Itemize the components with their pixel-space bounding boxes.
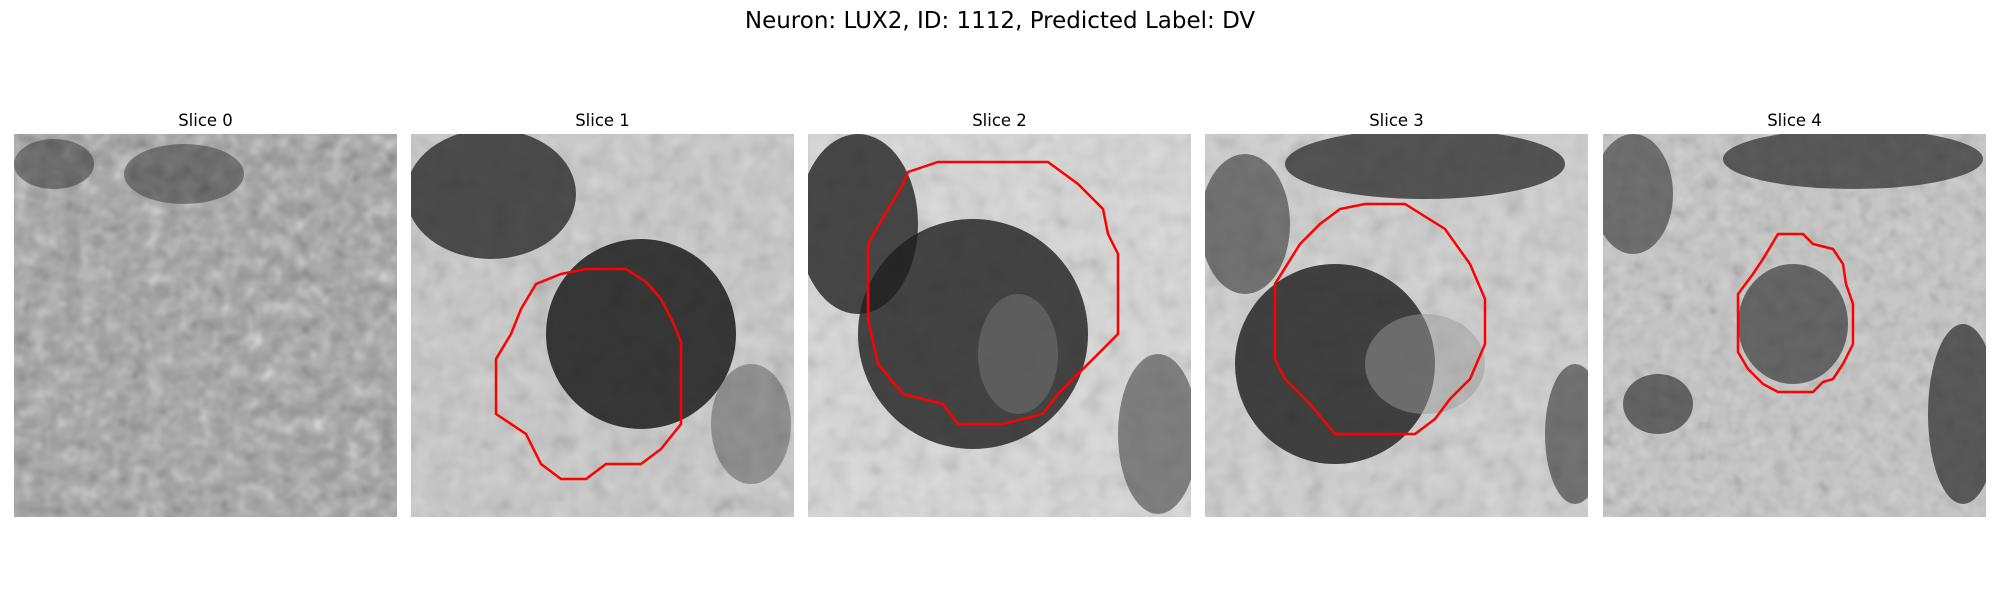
slice-1-texture bbox=[411, 134, 794, 517]
slice-title: Slice 2 bbox=[972, 111, 1027, 130]
slice-title: Slice 3 bbox=[1369, 111, 1424, 130]
slice-panel-4: Slice 4 bbox=[1603, 108, 1986, 517]
slice-title: Slice 4 bbox=[1767, 111, 1822, 130]
contour bbox=[1273, 202, 1487, 436]
slice-title: Slice 0 bbox=[178, 111, 233, 130]
slice-panel-2: Slice 2 bbox=[808, 108, 1191, 517]
slice-image bbox=[1205, 134, 1588, 517]
figure-title: Neuron: LUX2, ID: 1112, Predicted Label:… bbox=[744, 8, 1256, 34]
contour bbox=[494, 267, 683, 481]
slice-2-texture bbox=[808, 134, 1191, 517]
slice-image bbox=[808, 134, 1191, 517]
contour bbox=[866, 160, 1120, 426]
slice-panel-3: Slice 3 bbox=[1205, 108, 1588, 517]
slice-0-texture bbox=[14, 134, 397, 517]
contour bbox=[1736, 232, 1855, 394]
slice-image bbox=[1603, 134, 1986, 517]
slice-panel-0: Slice 0 bbox=[14, 108, 397, 517]
slice-4-texture bbox=[1603, 134, 1986, 517]
slice-image bbox=[411, 134, 794, 517]
slice-image bbox=[14, 134, 397, 517]
slice-title: Slice 1 bbox=[575, 111, 630, 130]
slice-3-texture bbox=[1205, 134, 1588, 517]
slice-panel-1: Slice 1 bbox=[411, 108, 794, 517]
